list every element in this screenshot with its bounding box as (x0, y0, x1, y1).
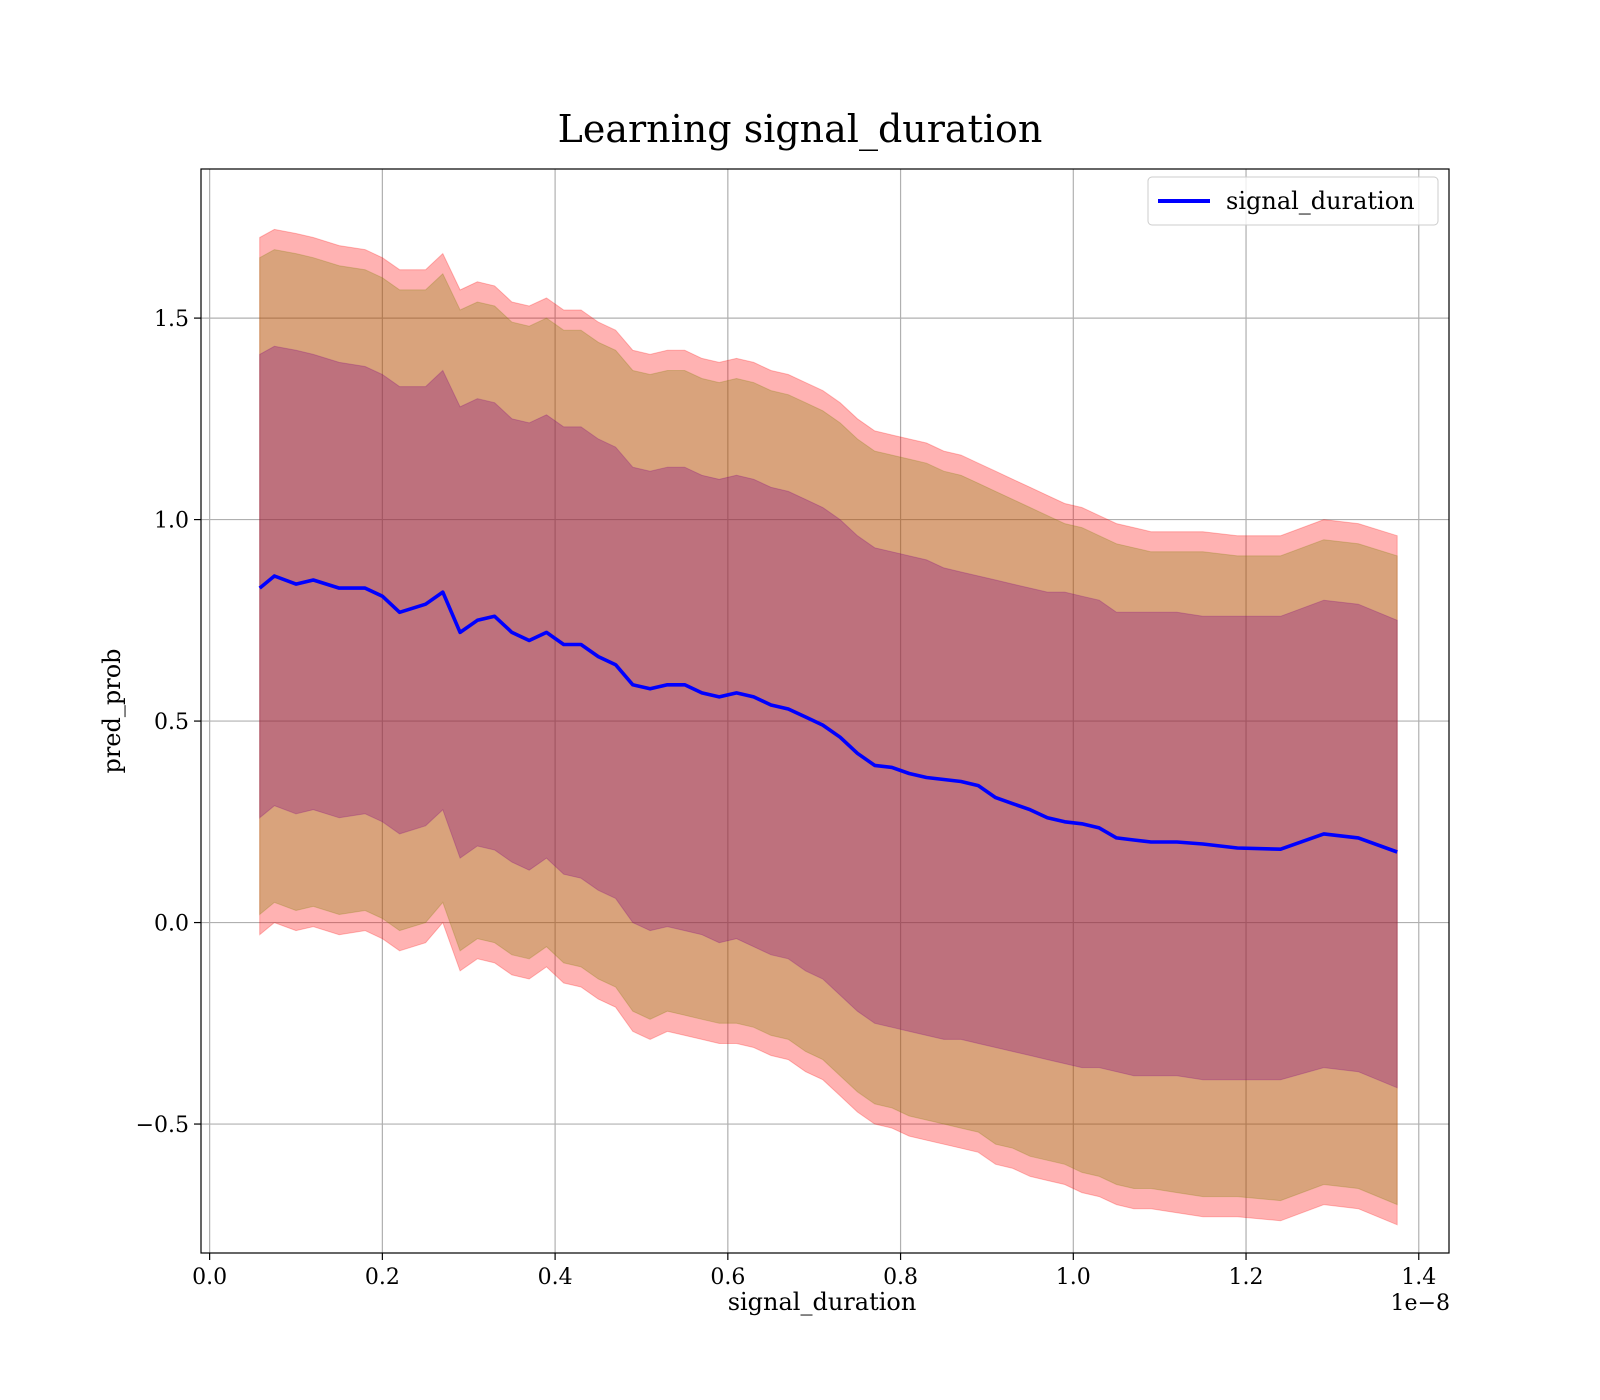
legend-box (1147, 176, 1439, 226)
confidence-band-3 (259, 345, 1398, 1089)
x-tick-label: 0.4 (538, 1265, 573, 1290)
axis-ticks: 0.0 0.2 0.4 0.6 0.8 1.0 1.2 1.4 −0.5 0.0 0.5 1.0 1.5 (136, 307, 1437, 1290)
y-tick-label: 1.0 (154, 509, 189, 534)
y-tick-label: 0.5 (154, 710, 189, 735)
x-tick-label: 0.2 (365, 1265, 400, 1290)
legend-label-signal-duration: signal_duration (1226, 187, 1415, 215)
legend: signal_duration (1147, 176, 1439, 226)
x-axis-offset-label: 1e−8 (1391, 1291, 1450, 1316)
x-tick-label: 1.2 (1229, 1265, 1264, 1290)
y-tick-label: 0.0 (154, 912, 189, 937)
chart-title: Learning signal_duration (558, 107, 1043, 152)
x-tick-label: 1.0 (1056, 1265, 1091, 1290)
x-tick-label: 0.0 (192, 1265, 227, 1290)
x-tick-label: 0.8 (883, 1265, 918, 1290)
x-axis-label: signal_duration (728, 1288, 917, 1316)
series-line-signal-duration (258, 574, 1398, 854)
y-tick-label: −0.5 (136, 1113, 189, 1138)
series-lines (258, 574, 1398, 854)
y-tick-label: 1.5 (154, 307, 189, 332)
grid-layer (201, 169, 1449, 1253)
y-axis-label: pred_prob (98, 648, 126, 773)
x-tick-label: 1.4 (1401, 1265, 1436, 1290)
x-tick-label: 0.6 (710, 1265, 745, 1290)
plot-frame (200, 168, 1450, 1254)
